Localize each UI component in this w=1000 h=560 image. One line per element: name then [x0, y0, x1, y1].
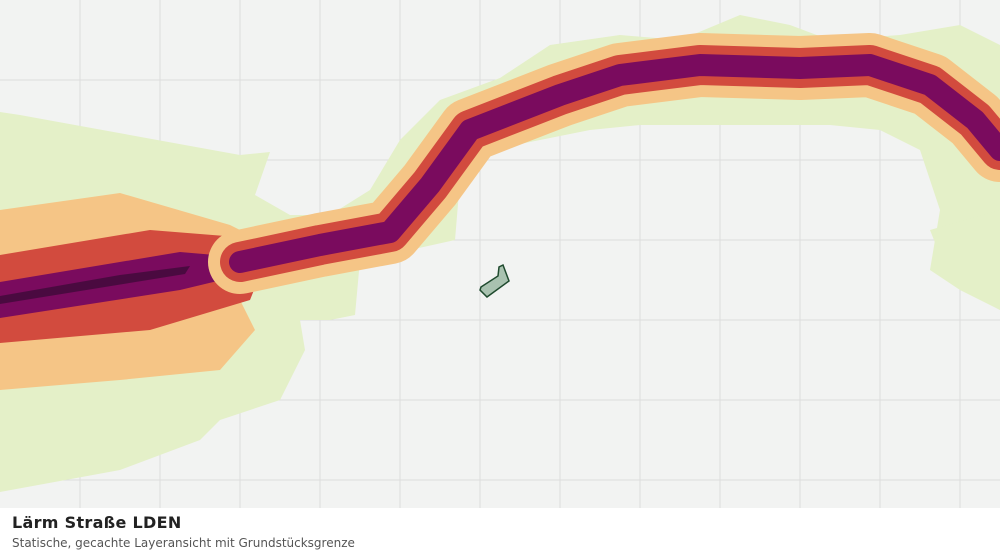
map[interactable] — [0, 0, 1000, 508]
noise-layer — [0, 15, 1000, 492]
parcel-boundary[interactable] — [479, 263, 510, 298]
map-subtitle: Statische, gecachte Layeransicht mit Gru… — [12, 536, 355, 550]
map-title: Lärm Straße LDEN — [12, 513, 182, 532]
